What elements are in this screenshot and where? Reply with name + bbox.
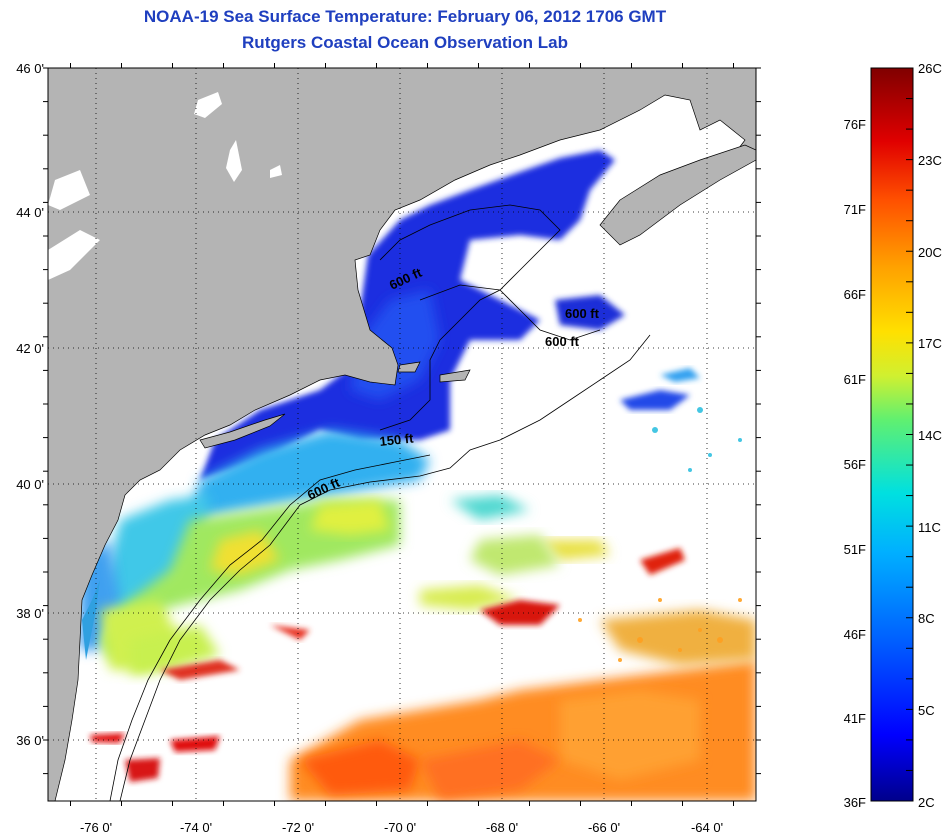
colorbar-f-label: 66F: [844, 287, 866, 302]
lat-label: 42 0': [16, 341, 44, 356]
contour-label: 600 ft: [545, 334, 580, 349]
lat-label: 44 0': [16, 205, 44, 220]
colorbar-c-label: 26C: [918, 61, 942, 76]
chesapeake-bay: [82, 580, 100, 660]
lat-label: 36 0': [16, 733, 44, 748]
colorbar-c-label: 2C: [918, 795, 935, 810]
colorbar-c-label: 14C: [918, 428, 942, 443]
lon-label: -66 0': [588, 820, 620, 835]
colorbar-c-label: 11C: [918, 520, 941, 535]
longitude-labels: -76 0' -74 0' -72 0' -70 0' -68 0' -66 0…: [80, 820, 723, 835]
depth-contours: [109, 204, 651, 801]
map-title: NOAA-19 Sea Surface Temperature: Februar…: [143, 7, 667, 26]
lat-label: 40 0': [16, 477, 44, 492]
contour-label: 150 ft: [379, 430, 415, 449]
colorbar-ticks: [906, 67, 913, 802]
latitude-labels: 46 0' 44 0' 42 0' 40 0' 38 0' 36 0': [16, 61, 44, 748]
lat-label: 46 0': [16, 61, 44, 76]
lon-label: -72 0': [282, 820, 314, 835]
colorbar-f-label: 51F: [844, 542, 866, 557]
colorbar-f-label: 46F: [844, 627, 866, 642]
lon-label: -68 0': [486, 820, 518, 835]
lon-label: -70 0': [384, 820, 416, 835]
lat-label: 38 0': [16, 606, 44, 621]
colorbar-f-label: 61F: [844, 372, 866, 387]
colorbar-c-label: 17C: [918, 336, 942, 351]
colorbar-f-label: 76F: [844, 117, 866, 132]
colorbar-c-label: 8C: [918, 611, 935, 626]
map-frame: [47, 67, 757, 802]
colorbar-f-label: 36F: [844, 795, 866, 810]
lakes: [48, 92, 282, 280]
colorbar: 26C 23C 20C 17C 14C 11C 8C 5C 2C 76F 71F…: [844, 61, 942, 810]
lon-label: -74 0': [180, 820, 212, 835]
axis-ticks: [43, 63, 761, 806]
lon-label: -64 0': [691, 820, 723, 835]
colorbar-c-label: 20C: [918, 245, 942, 260]
contour-label: 600 ft: [565, 306, 600, 321]
colorbar-f-label: 71F: [844, 202, 866, 217]
land-mass: [48, 68, 756, 801]
colorbar-c-label: 5C: [918, 703, 935, 718]
graticule: [48, 68, 756, 801]
map-subtitle: Rutgers Coastal Ocean Observation Lab: [242, 33, 568, 52]
lon-label: -76 0': [80, 820, 112, 835]
colorbar-f-label: 56F: [844, 457, 866, 472]
colorbar-c-label: 23C: [918, 153, 942, 168]
colorbar-f-label: 41F: [844, 711, 866, 726]
